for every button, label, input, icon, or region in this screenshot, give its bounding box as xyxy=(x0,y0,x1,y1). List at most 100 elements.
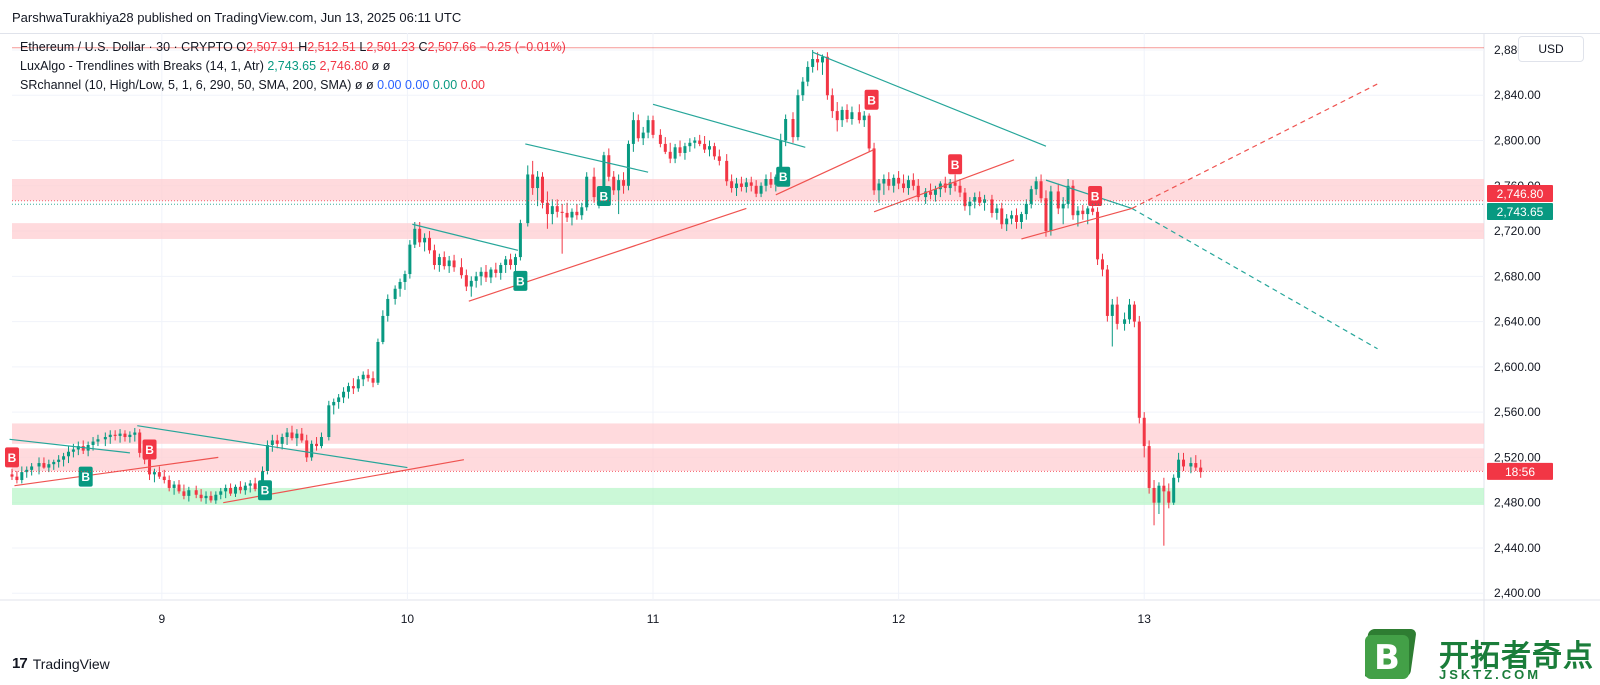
y-axis-label: 2,520.00 xyxy=(1494,450,1541,464)
candle-body xyxy=(25,469,29,473)
candle-body xyxy=(447,260,451,267)
candle-body xyxy=(1115,304,1119,324)
price-tag-label: 2,743.65 xyxy=(1497,205,1544,219)
candle-body xyxy=(327,405,331,438)
candle-body xyxy=(641,132,645,139)
candle-body xyxy=(15,476,19,481)
candle-body xyxy=(1015,215,1019,222)
legend-open-label: O xyxy=(236,40,247,54)
candle-body xyxy=(315,443,319,447)
legend-indicator-trendlines[interactable]: LuxAlgo - Trendlines with Breaks (14, 1,… xyxy=(20,57,566,76)
indicator-srchannel-value-1: 0.00 xyxy=(377,78,402,92)
candle-body xyxy=(305,440,309,458)
candle-body xyxy=(1157,485,1161,503)
candle-body xyxy=(204,495,208,499)
candle-body xyxy=(81,446,85,451)
y-axis-label: 2,560.00 xyxy=(1494,405,1541,419)
legend-low-label: L xyxy=(359,40,367,54)
candle-body xyxy=(1127,304,1131,320)
candle-body xyxy=(484,271,488,278)
break-marker-box xyxy=(78,466,93,487)
candle-body xyxy=(1034,181,1038,190)
candle-body xyxy=(1137,321,1141,418)
candle-body xyxy=(319,437,323,447)
candle-body xyxy=(995,208,999,213)
candle-body xyxy=(437,257,441,266)
candle-body xyxy=(1049,191,1053,232)
candle-body xyxy=(973,197,977,202)
candle-body xyxy=(398,281,402,289)
break-marker: B xyxy=(1088,185,1103,206)
candle-body xyxy=(617,180,621,191)
x-axis-label: 11 xyxy=(647,612,660,626)
currency-button[interactable]: USD xyxy=(1518,36,1584,62)
candle-body xyxy=(214,494,218,501)
candle-body xyxy=(1066,185,1070,204)
candle-body xyxy=(585,176,589,208)
candle-body xyxy=(71,449,75,452)
candle-body xyxy=(906,180,910,189)
candle-body xyxy=(133,432,137,435)
candle-body xyxy=(62,456,66,460)
legend-open: 2,507.91 xyxy=(246,40,295,54)
candle-body xyxy=(423,237,427,243)
candle-body xyxy=(796,95,800,138)
sr-zone xyxy=(12,223,1484,239)
indicator-srchannel-value-4: 0.00 xyxy=(460,78,485,92)
y-axis-label: 2,400.00 xyxy=(1494,586,1541,600)
candle-body xyxy=(1039,181,1043,199)
break-marker: B xyxy=(864,89,879,110)
candle-body xyxy=(187,490,191,496)
candle-body xyxy=(275,440,279,444)
sr-zone xyxy=(12,178,1484,201)
candle-body xyxy=(386,298,390,316)
trendline xyxy=(652,103,806,148)
candle-body xyxy=(953,182,957,186)
legend-symbol[interactable]: Ethereum / U.S. Dollar · 30 · CRYPTO xyxy=(20,40,233,54)
candle-body xyxy=(1056,191,1060,209)
candle-body xyxy=(513,257,517,266)
candle-body xyxy=(172,484,176,488)
candle-body xyxy=(219,491,223,495)
candle-body xyxy=(948,182,952,189)
candle-body xyxy=(570,211,574,218)
legend-indicator-srchannel[interactable]: SRchannel (10, High/Low, 5, 1, 6, 290, 5… xyxy=(20,76,566,95)
candle-body xyxy=(361,374,365,380)
indicator-srchannel-empty-values: ø ø xyxy=(354,78,374,92)
legend-symbol-row: Ethereum / U.S. Dollar · 30 · CRYPTO O2,… xyxy=(20,38,566,57)
candle-body xyxy=(840,109,844,121)
candle-body xyxy=(877,183,881,191)
candle-body xyxy=(683,146,687,153)
tradingview-logo[interactable]: 17 TradingView xyxy=(12,655,110,672)
candle-body xyxy=(1005,218,1009,225)
price-tag-box xyxy=(1487,462,1553,480)
candle-body xyxy=(403,274,407,282)
sr-zone xyxy=(12,448,1484,471)
candle-body xyxy=(57,459,61,462)
candle-body xyxy=(712,146,716,157)
candle-body xyxy=(850,112,854,120)
candle-body xyxy=(958,185,962,193)
candle-body xyxy=(118,433,122,436)
indicator-trendlines-empty-values: ø ø xyxy=(371,59,391,73)
candle-body xyxy=(42,463,46,468)
trendline-extension xyxy=(1131,83,1378,209)
break-marker-label: B xyxy=(867,93,876,107)
candle-body xyxy=(469,280,473,287)
candle-body xyxy=(30,466,34,470)
candle-body xyxy=(791,119,795,138)
candle-body xyxy=(413,228,417,245)
trendline xyxy=(14,456,219,487)
candle-body xyxy=(811,59,815,67)
candle-body xyxy=(916,185,920,198)
candle-body xyxy=(356,379,360,389)
candle-body xyxy=(663,143,667,152)
candle-body xyxy=(494,269,498,273)
y-axis-label: 2,480.00 xyxy=(1494,496,1541,510)
candle-body xyxy=(759,185,763,194)
candle-body xyxy=(337,397,341,402)
price-chart[interactable]: B B B B B B B B B B 2,400.00 2,440.00 2,480.00 2,520.… xyxy=(0,33,1600,643)
publish-bar: ParshwaTurakhiya28 published on TradingV… xyxy=(0,0,1600,34)
indicator-srchannel-value-2: 0.00 xyxy=(404,78,430,92)
trendline xyxy=(412,223,519,251)
